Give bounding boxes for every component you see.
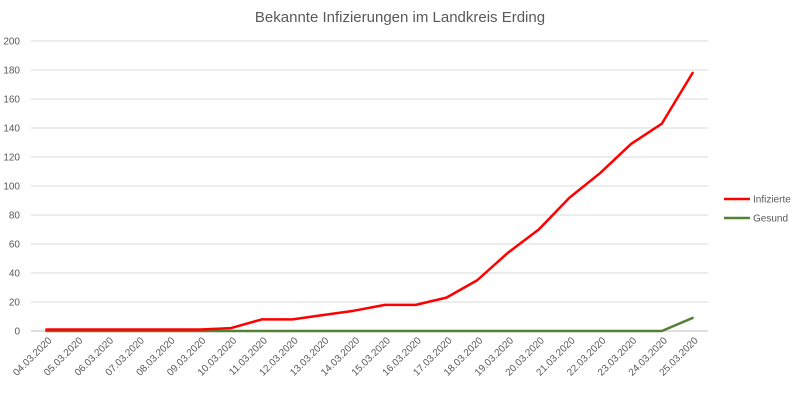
y-tick-label: 100 <box>3 182 20 193</box>
y-tick-label: 200 <box>3 37 20 48</box>
y-tick-label: 40 <box>9 269 21 280</box>
y-tick-label: 160 <box>3 95 20 106</box>
y-tick-label: 80 <box>9 211 21 222</box>
y-tick-label: 0 <box>14 327 20 338</box>
y-tick-label: 140 <box>3 124 20 135</box>
legend-label: Infizierte <box>753 195 791 206</box>
chart-title: Bekannte Infizierungen im Landkreis Erdi… <box>255 9 545 26</box>
y-tick-label: 120 <box>3 153 20 164</box>
legend-label: Gesund <box>753 214 788 225</box>
y-tick-label: 60 <box>9 240 21 251</box>
y-tick-label: 20 <box>9 298 21 309</box>
y-tick-label: 180 <box>3 66 20 77</box>
series-line-gesund <box>45 316 694 333</box>
series-line-infizierte <box>45 71 694 331</box>
